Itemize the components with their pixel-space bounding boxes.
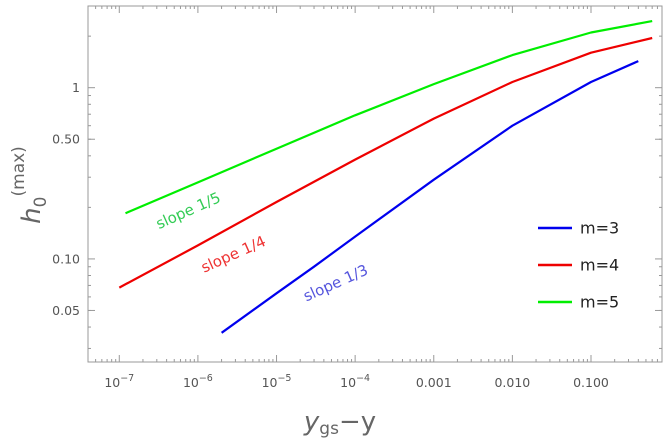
x-tick-label: 10−5 xyxy=(262,373,292,390)
series-line-m5 xyxy=(125,20,653,215)
x-tick-label: 10−4 xyxy=(340,373,370,390)
y-tick-label: 0.05 xyxy=(52,303,80,318)
y-tick-label: 1 xyxy=(72,80,80,95)
x-tick-label: 10−7 xyxy=(104,373,134,390)
legend-label: m=5 xyxy=(580,293,619,312)
legend: m=3 m=4 m=5 xyxy=(538,219,619,312)
y-tick-label: 0.50 xyxy=(52,132,80,147)
plot-frame xyxy=(87,5,663,363)
slope-annotation: slope 1/5 xyxy=(153,188,223,232)
axis-ticks: 10−7 10−6 10−5 10−4 0.001 0.010 0.100 0.05 0.10 0… xyxy=(52,6,662,390)
x-tick-label: 0.100 xyxy=(573,375,609,390)
x-tick-label: 0.010 xyxy=(494,375,530,390)
x-tick-label: 10−6 xyxy=(183,373,213,390)
y-axis-title: h0(max) xyxy=(9,146,51,224)
legend-label: m=4 xyxy=(580,256,619,275)
legend-label: m=3 xyxy=(580,219,619,238)
series-line-m4 xyxy=(118,36,653,289)
series-line-m3 xyxy=(220,60,639,334)
x-axis-title: ygs−y xyxy=(303,407,376,439)
series-group xyxy=(118,20,653,334)
y-tick-label: 0.10 xyxy=(52,251,80,266)
x-tick-label: 0.001 xyxy=(416,375,452,390)
